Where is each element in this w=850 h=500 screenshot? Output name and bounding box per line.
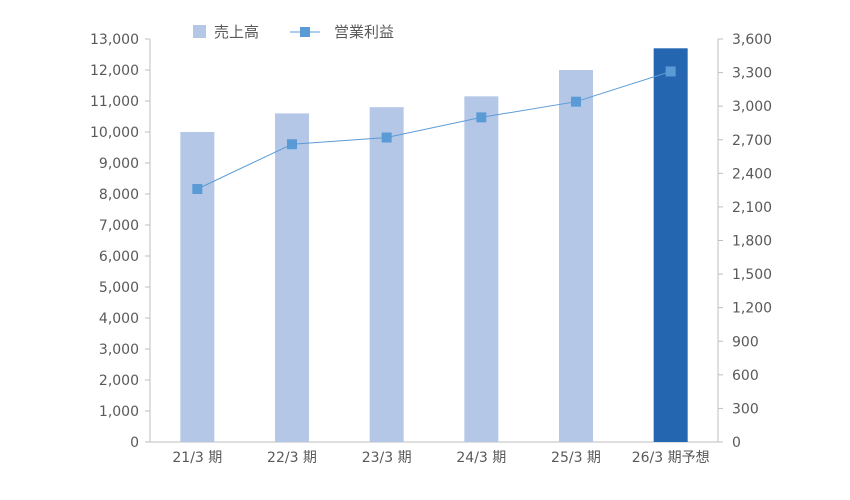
right-tick-label: 900: [732, 334, 759, 350]
bar-sales: [369, 107, 404, 442]
legend: 売上高 営業利益: [193, 23, 394, 41]
line-series: [192, 66, 676, 195]
right-tick-label: 3,000: [732, 99, 772, 115]
left-tick-label: 4,000: [99, 311, 139, 327]
left-tick-label: 10,000: [90, 125, 139, 141]
left-tick-label: 0: [130, 435, 139, 451]
left-tick-label: 11,000: [90, 94, 139, 110]
x-tick-label: 25/3 期: [551, 450, 601, 466]
bar-sales: [464, 96, 499, 442]
right-tick-label: 2,700: [732, 133, 772, 149]
right-tick-label: 1,800: [732, 234, 772, 250]
left-tick-label: 5,000: [99, 280, 139, 296]
right-tick-label: 2,400: [732, 166, 772, 182]
bar-sales: [653, 48, 688, 443]
axes: 0 1,000 2,000 3,000 4,000 5,000 6,000 7,000 8,00…: [90, 32, 772, 451]
right-tick-label: 1,500: [732, 267, 772, 283]
operating-profit-point: [571, 96, 581, 107]
left-tick-label: 8,000: [99, 187, 139, 203]
right-tick-label: 600: [732, 368, 759, 384]
bar-sales: [180, 132, 215, 442]
left-tick-label: 2,000: [99, 373, 139, 389]
x-tick-label: 22/3 期: [267, 450, 317, 466]
line-marker-icon: [300, 27, 310, 37]
operating-profit-line: [197, 70, 671, 190]
bar-series: [180, 48, 688, 443]
right-tick-label: 3,300: [732, 66, 772, 82]
left-tick-label: 6,000: [99, 249, 139, 265]
left-tick-label: 12,000: [90, 63, 139, 79]
x-axis-labels: 21/3 期 22/3 期 23/3 期 24/3 期 25/3 期 26/3 期予想: [172, 450, 709, 466]
bar-sales: [559, 70, 593, 442]
left-tick-label: 9,000: [99, 156, 139, 172]
operating-profit-point: [476, 112, 487, 123]
x-tick-label: 21/3 期: [172, 450, 222, 466]
x-tick-label: 23/3 期: [362, 450, 412, 466]
x-tick-label: 26/3 期予想: [632, 450, 710, 466]
x-tick-label: 24/3 期: [456, 450, 506, 466]
operating-profit-point: [287, 139, 297, 150]
right-tick-label: 1,200: [732, 301, 772, 317]
right-tick-label: 300: [732, 401, 759, 417]
legend-label-operating-profit: 営業利益: [334, 23, 394, 41]
operating-profit-point: [192, 184, 203, 195]
left-tick-label: 3,000: [99, 342, 139, 358]
legend-label-sales: 売上高: [214, 23, 259, 41]
left-tick-label: 13,000: [90, 32, 139, 48]
operating-profit-point: [665, 66, 676, 77]
bar-swatch-icon: [193, 25, 206, 38]
right-tick-label: 0: [732, 435, 741, 451]
operating-profit-point: [381, 132, 392, 143]
bar-sales: [275, 113, 309, 443]
left-tick-label: 1,000: [99, 404, 139, 420]
right-tick-label: 3,600: [732, 32, 772, 48]
left-tick-label: 7,000: [99, 218, 139, 234]
right-tick-label: 2,100: [732, 200, 772, 216]
